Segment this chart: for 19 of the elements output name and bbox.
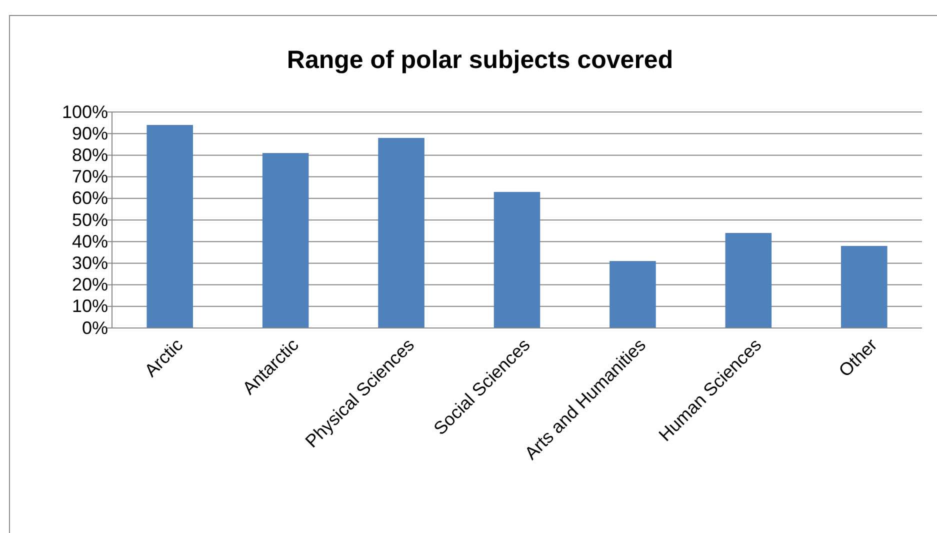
bar	[494, 192, 540, 328]
y-tick-label: 10%	[72, 296, 108, 316]
bar	[378, 138, 424, 328]
y-tick-label: 30%	[72, 252, 108, 273]
y-tick-label: 50%	[72, 210, 108, 230]
y-tick-label: 100%	[62, 102, 108, 122]
y-tick-label: 70%	[72, 166, 108, 187]
chart-title: Range of polar subjects covered	[286, 46, 674, 74]
y-tick-label: 80%	[72, 144, 108, 165]
bar	[610, 261, 656, 328]
bar	[146, 124, 193, 328]
y-tick-label: 60%	[72, 188, 108, 208]
y-tick-label: 40%	[72, 231, 108, 252]
bar	[262, 153, 309, 328]
y-tick-label: 90%	[72, 123, 108, 144]
y-tick-label: 20%	[72, 274, 108, 295]
y-tick-label: 0%	[82, 318, 108, 338]
bar	[725, 232, 772, 328]
bar	[841, 246, 888, 328]
